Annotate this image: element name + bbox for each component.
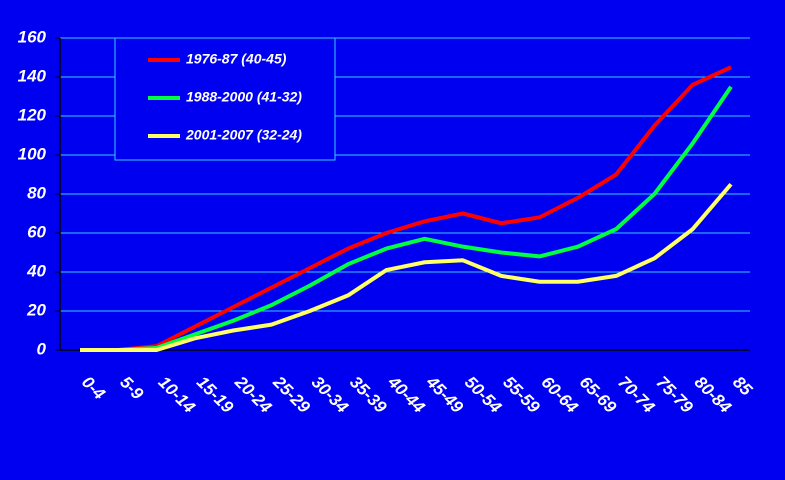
legend-label: 1988-2000 (41-32) bbox=[186, 89, 302, 105]
series-line bbox=[80, 85, 733, 352]
x-tick-label: 60-64 bbox=[538, 373, 583, 418]
x-tick-label: 40-44 bbox=[384, 372, 429, 417]
y-tick-label: 80 bbox=[27, 183, 46, 202]
series-line bbox=[80, 182, 733, 352]
x-tick-label: 70-74 bbox=[614, 373, 659, 418]
y-tick-label: 0 bbox=[37, 339, 47, 358]
legend-label: 1976-87 (40-45) bbox=[186, 51, 287, 67]
x-tick-label: 85 bbox=[729, 373, 756, 400]
y-tick-label: 160 bbox=[18, 27, 47, 46]
x-tick-label: 10-14 bbox=[155, 373, 200, 418]
x-tick-label: 45-49 bbox=[422, 372, 467, 417]
y-tick-label: 100 bbox=[18, 144, 47, 163]
x-tick-label: 75-79 bbox=[652, 373, 697, 418]
x-tick-label: 30-34 bbox=[308, 373, 353, 418]
x-tick-label: 15-19 bbox=[193, 373, 238, 418]
y-tick-label: 60 bbox=[27, 222, 46, 241]
y-tick-label: 140 bbox=[18, 66, 47, 85]
x-tick-label: 35-39 bbox=[346, 373, 391, 418]
x-tick-label: 80-84 bbox=[691, 373, 736, 418]
series-line bbox=[80, 65, 732, 352]
legend-label: 2001-2007 (32-24) bbox=[185, 127, 302, 143]
x-tick-label: 55-59 bbox=[499, 373, 544, 418]
x-tick-label: 65-69 bbox=[576, 373, 621, 418]
x-tick-label: 20-24 bbox=[230, 372, 275, 417]
y-tick-label: 120 bbox=[18, 105, 47, 124]
x-tick-label: 5-9 bbox=[116, 373, 147, 404]
y-tick-label: 20 bbox=[26, 300, 46, 319]
x-tick-label: 0-4 bbox=[78, 373, 109, 404]
x-tick-label: 50-54 bbox=[461, 373, 506, 418]
y-tick-label: 40 bbox=[26, 261, 46, 280]
x-tick-label: 25-29 bbox=[269, 372, 314, 417]
